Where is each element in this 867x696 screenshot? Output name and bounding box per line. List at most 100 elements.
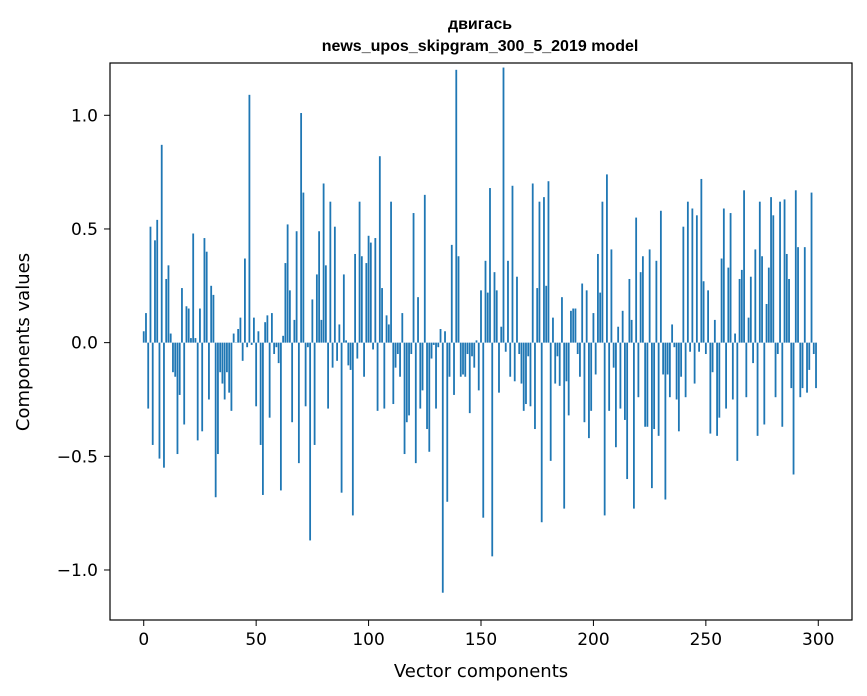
bars-layer <box>142 67 817 593</box>
bar-273 <box>756 342 759 436</box>
bar-250 <box>704 342 707 355</box>
bar-59 <box>275 342 278 348</box>
bar-85 <box>333 226 336 343</box>
bar-201 <box>594 342 597 375</box>
bar-265 <box>738 278 741 343</box>
bar-50 <box>255 342 258 407</box>
bar-39 <box>230 342 233 411</box>
bar-25 <box>199 308 201 343</box>
x-tick-label: 100 <box>352 630 384 650</box>
bar-128 <box>430 342 433 359</box>
bar-40 <box>232 333 235 343</box>
bar-259 <box>725 342 727 409</box>
bar-170 <box>525 342 527 405</box>
bar-122 <box>417 297 419 343</box>
bar-87 <box>338 324 341 343</box>
bar-19 <box>185 306 188 343</box>
bar-194 <box>579 342 581 377</box>
bar-245 <box>693 342 696 384</box>
bar-178 <box>543 197 545 343</box>
bar-263 <box>734 333 736 343</box>
bar-29 <box>208 342 210 400</box>
bar-27 <box>203 238 206 343</box>
bar-228 <box>655 260 658 343</box>
bar-77 <box>315 274 318 343</box>
bar-18 <box>183 342 186 425</box>
bar-110 <box>390 201 392 343</box>
bar-279 <box>770 197 772 343</box>
bar-210 <box>615 342 617 448</box>
bar-36 <box>223 342 226 400</box>
bar-246 <box>695 215 698 343</box>
bar-111 <box>392 342 395 405</box>
bar-113 <box>396 342 399 355</box>
bar-37 <box>226 342 228 373</box>
bar-136 <box>448 342 451 377</box>
bar-223 <box>644 342 647 427</box>
bar-13 <box>172 342 174 373</box>
bar-220 <box>637 342 640 398</box>
bar-103 <box>374 238 377 343</box>
bar-185 <box>558 342 561 386</box>
bar-289 <box>792 342 795 475</box>
bar-162 <box>507 260 509 343</box>
bar-173 <box>531 183 534 343</box>
bar-177 <box>540 342 543 523</box>
bar-277 <box>765 303 768 343</box>
bar-21 <box>190 338 192 343</box>
bar-158 <box>498 342 500 393</box>
bar-62 <box>282 335 285 343</box>
bar-141 <box>459 342 462 377</box>
bar-49 <box>253 317 255 343</box>
bar-9 <box>163 342 165 468</box>
bar-253 <box>711 342 714 373</box>
bar-208 <box>610 249 613 343</box>
bar-287 <box>788 278 790 343</box>
bar-222 <box>641 256 644 343</box>
bar-38 <box>228 342 231 393</box>
bar-116 <box>403 342 406 455</box>
ticks-layer: 0 50 100 150 200 250 300 −1.0 −0.5 0.0 0.5 1.0 <box>57 106 835 650</box>
bar-219 <box>635 217 638 343</box>
bar-115 <box>401 313 404 343</box>
bar-14 <box>174 342 177 377</box>
bar-200 <box>592 313 595 343</box>
y-tick-label: 0.5 <box>71 220 98 240</box>
bar-149 <box>477 342 480 391</box>
bar-242 <box>686 201 689 343</box>
bar-188 <box>565 342 568 382</box>
bar-182 <box>552 317 554 343</box>
bar-218 <box>633 342 635 509</box>
bar-229 <box>657 342 660 436</box>
bar-32 <box>214 342 217 498</box>
y-tick-label: 0.0 <box>71 334 98 354</box>
bar-125 <box>423 194 426 343</box>
bar-79 <box>320 319 323 343</box>
bar-81 <box>324 265 327 343</box>
bar-260 <box>727 267 730 343</box>
bar-216 <box>628 278 631 343</box>
bar-212 <box>619 342 622 409</box>
bar-16 <box>178 342 181 395</box>
bar-84 <box>331 342 334 368</box>
bar-191 <box>572 308 575 343</box>
bar-183 <box>554 342 557 384</box>
bar-298 <box>812 342 815 355</box>
bar-129 <box>432 342 435 345</box>
bar-114 <box>399 342 401 377</box>
bar-153 <box>486 292 489 343</box>
bar-52 <box>259 342 262 445</box>
bar-268 <box>745 342 748 398</box>
bar-101 <box>369 242 372 343</box>
bar-227 <box>653 342 656 430</box>
bar-299 <box>815 342 817 389</box>
bar-120 <box>412 213 415 343</box>
bar-121 <box>414 342 417 464</box>
bar-17 <box>181 288 183 343</box>
bar-195 <box>581 283 584 343</box>
bar-192 <box>574 308 577 343</box>
bar-163 <box>509 342 512 377</box>
bar-169 <box>522 342 525 411</box>
bar-10 <box>165 278 168 343</box>
bar-271 <box>752 342 754 364</box>
